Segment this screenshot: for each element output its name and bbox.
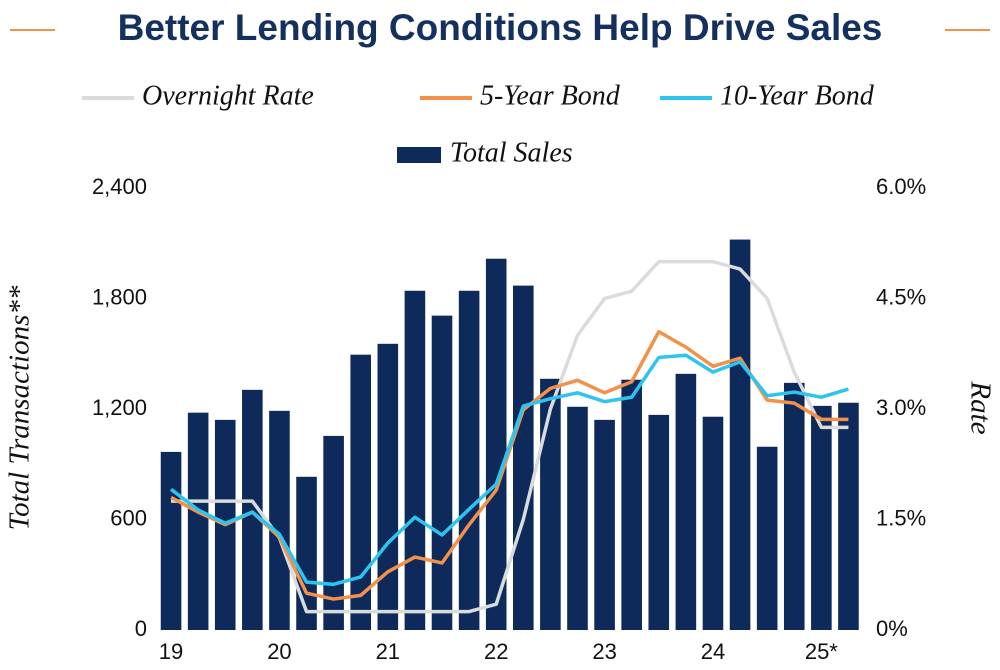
y2-tick-label: 0% (876, 616, 908, 641)
y-tick-label: 1,200 (92, 395, 147, 420)
bar (323, 435, 344, 630)
bar (729, 239, 751, 631)
bar (242, 389, 263, 630)
bar (458, 290, 480, 630)
y-tick-label: 1,800 (92, 284, 147, 309)
bar (567, 406, 588, 630)
x-tick-label: 24 (701, 639, 725, 664)
y2-axis-title: Rate (964, 380, 996, 434)
legend-label: Overnight Rate (142, 80, 314, 111)
y2-tick-label: 1.5% (876, 505, 926, 530)
y-tick-label: 600 (110, 505, 147, 530)
x-tick-label: 21 (376, 639, 400, 664)
bar (513, 285, 534, 630)
y2-tick-label: 6.0% (876, 174, 926, 199)
y-tick-label: 2,400 (92, 174, 147, 199)
bar (756, 446, 778, 630)
y-tick-label: 0 (135, 616, 147, 641)
bar (350, 354, 372, 630)
y2-tick-label: 4.5% (876, 284, 926, 309)
bar (296, 476, 317, 630)
x-tick-label: 20 (267, 639, 291, 664)
bar (431, 315, 453, 630)
bar (540, 378, 561, 630)
bar (783, 382, 805, 630)
x-tick-label: 19 (159, 639, 183, 664)
legend-label: Total Sales (450, 137, 573, 168)
bar (377, 343, 399, 630)
bar (675, 373, 697, 630)
bar (838, 402, 859, 630)
bar (187, 412, 209, 630)
bar (160, 451, 182, 630)
y2-tick-label: 3.0% (876, 395, 926, 420)
bar (594, 419, 615, 630)
x-tick-label: 22 (484, 639, 508, 664)
legend-label: 5-Year Bond (480, 80, 621, 111)
x-tick-label: 23 (592, 639, 616, 664)
bar (485, 258, 507, 630)
chart-title: Better Lending Conditions Help Drive Sal… (118, 7, 883, 48)
bar (404, 290, 426, 630)
bar (621, 379, 642, 630)
legend-label: 10-Year Bond (720, 80, 875, 111)
y-axis-title: Total Transactions** (4, 285, 36, 530)
bar (269, 410, 290, 630)
bar (648, 414, 670, 630)
bar (702, 416, 724, 630)
line (169, 353, 849, 587)
x-tick-label: 25* (805, 639, 838, 664)
legend-swatch (397, 147, 441, 163)
bar (811, 405, 832, 630)
